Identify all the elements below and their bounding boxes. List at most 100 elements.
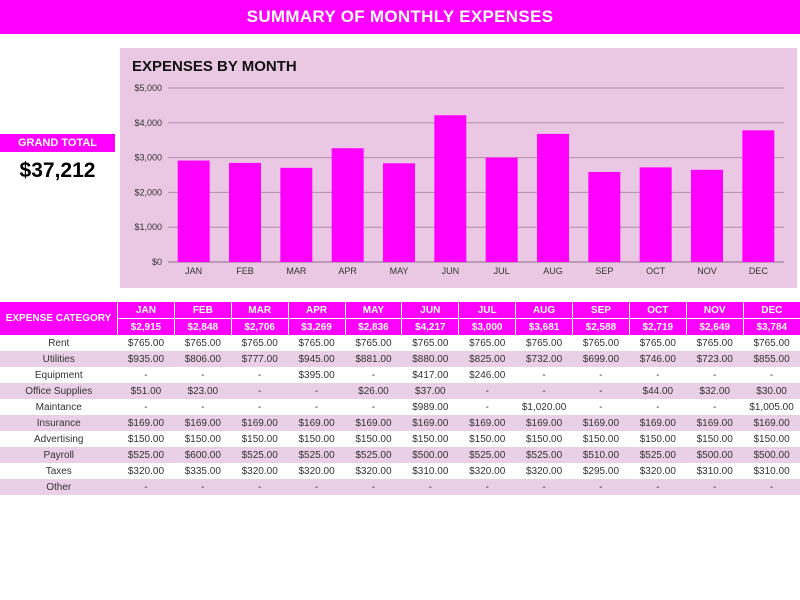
page-title: SUMMARY OF MONTHLY EXPENSES — [0, 0, 800, 34]
table-category-cell: Other — [0, 479, 118, 495]
table-value-cell: - — [174, 399, 232, 415]
bar-jan — [177, 160, 210, 262]
table-month-header: JUN — [401, 302, 459, 319]
table-value-cell: $51.00 — [117, 383, 175, 399]
y-tick-label: $0 — [152, 257, 162, 267]
table-value-cell: $989.00 — [401, 399, 459, 415]
bar-jul — [485, 157, 518, 262]
table-value-cell: $169.00 — [231, 415, 289, 431]
table-value-cell: $395.00 — [288, 367, 345, 383]
table-month-total: $4,217 — [401, 318, 459, 335]
table-month-header: MAR — [230, 302, 289, 319]
x-tick-label: JAN — [185, 266, 202, 276]
table-month-total: $3,000 — [458, 318, 516, 335]
table-month-header: SEP — [572, 302, 630, 319]
table-value-cell: - — [117, 399, 175, 415]
table-value-cell: $500.00 — [401, 447, 459, 463]
x-tick-label: DEC — [749, 266, 769, 276]
table-value-cell: $150.00 — [572, 431, 630, 447]
table-month-total: $3,269 — [287, 318, 345, 335]
x-tick-label: SEP — [595, 266, 613, 276]
table-value-cell: $169.00 — [288, 415, 345, 431]
table-value-cell: $169.00 — [572, 415, 630, 431]
table-category-cell: Maintance — [0, 399, 118, 415]
table-category-cell: Utilities — [0, 351, 118, 367]
table-value-cell: $500.00 — [743, 447, 800, 463]
table-category-cell: Rent — [0, 335, 118, 351]
table-value-cell: $525.00 — [458, 447, 516, 463]
table-value-cell: $765.00 — [117, 335, 175, 351]
table-month-header: OCT — [628, 302, 687, 319]
table-value-cell: $1,020.00 — [515, 399, 573, 415]
grand-total-label: GRAND TOTAL — [0, 134, 115, 152]
y-tick-label: $5,000 — [134, 83, 162, 93]
table-value-cell: $765.00 — [345, 335, 402, 351]
table-value-cell: $169.00 — [686, 415, 744, 431]
table-value-cell: $320.00 — [458, 463, 516, 479]
table-value-cell: - — [345, 479, 402, 495]
table-month-header: JAN — [117, 302, 175, 319]
table-category-cell: Advertising — [0, 431, 118, 447]
bar-nov — [691, 169, 723, 262]
table-value-cell: $417.00 — [401, 367, 459, 383]
table-category-cell: Equipment — [0, 367, 118, 383]
table-value-cell: $765.00 — [401, 335, 459, 351]
table-month-header: APR — [287, 302, 345, 319]
table-month-total: $2,848 — [173, 318, 232, 335]
table-value-cell: - — [458, 479, 516, 495]
table-month-header: AUG — [515, 302, 573, 319]
bar-jun — [434, 115, 467, 262]
table-value-cell: - — [231, 383, 289, 399]
expenses-bar-chart: $0 $1,000 $2,000 $3,000 $4,000 $5,000 JAN FEB MA… — [134, 83, 784, 276]
x-tick-label: APR — [338, 266, 357, 276]
table-value-cell: $746.00 — [629, 351, 687, 367]
table-month-header: NOV — [685, 302, 744, 319]
table-month-total: $2,706 — [230, 318, 289, 335]
table-value-cell: - — [288, 399, 345, 415]
table-value-cell: $525.00 — [231, 447, 289, 463]
x-tick-label: FEB — [236, 266, 254, 276]
table-value-cell: $169.00 — [629, 415, 687, 431]
table-value-cell: - — [345, 367, 402, 383]
table-value-cell: $1,005.00 — [743, 399, 800, 415]
table-row: Rent $765.00 $765.00 $765.00 $765.00 $765.00 $… — [0, 335, 800, 351]
table-month-total: $2,588 — [572, 318, 630, 335]
y-tick-label: $1,000 — [134, 222, 162, 232]
table-value-cell: $150.00 — [117, 431, 175, 447]
table-month-header: MAY — [344, 302, 402, 319]
table-value-cell: $169.00 — [458, 415, 516, 431]
table-value-cell: - — [743, 367, 800, 383]
x-tick-label: JUL — [494, 266, 510, 276]
table-row: Office Supplies $51.00 $23.00- - $26.00 $37.0… — [0, 383, 800, 399]
table-value-cell: $525.00 — [288, 447, 345, 463]
bar-apr — [331, 148, 364, 262]
table-value-cell: $295.00 — [572, 463, 630, 479]
table-value-cell: $30.00 — [743, 383, 800, 399]
table-value-cell: $765.00 — [686, 335, 744, 351]
table-value-cell: - — [288, 383, 345, 399]
table-value-cell: $825.00 — [458, 351, 516, 367]
table-month-header-row: EXPENSE CATEGORY JAN FEB MAR APR MAY JUN JUL AU… — [0, 302, 800, 335]
table-value-cell: - — [686, 399, 744, 415]
table-value-cell: $246.00 — [458, 367, 516, 383]
table-month-total: $3,681 — [515, 318, 573, 335]
table-month-header: JUL — [458, 302, 516, 319]
table-value-cell: $510.00 — [572, 447, 630, 463]
bar-aug — [537, 133, 569, 262]
table-category-cell: Insurance — [0, 415, 118, 431]
bar-may — [383, 163, 415, 262]
table-value-cell: $806.00 — [174, 351, 232, 367]
table-value-cell: $525.00 — [515, 447, 573, 463]
table-row: Insurance $169.00 $169.00 $169.00 $169.00 $16… — [0, 415, 800, 431]
y-tick-label: $2,000 — [134, 187, 162, 197]
table-value-cell: - — [117, 367, 175, 383]
x-tick-label: AUG — [543, 266, 563, 276]
table-value-cell: - — [572, 399, 630, 415]
table-value-cell: $723.00 — [686, 351, 744, 367]
table-value-cell: $500.00 — [686, 447, 744, 463]
table-value-cell: $150.00 — [345, 431, 402, 447]
table-total-row: $2,915 $2,848 $2,706 $3,269 $2,836 $4,217 $3,0… — [0, 318, 800, 335]
table-value-cell: $320.00 — [117, 463, 175, 479]
table-value-cell: - — [174, 367, 232, 383]
expense-category-header: EXPENSE CATEGORY — [0, 302, 118, 335]
